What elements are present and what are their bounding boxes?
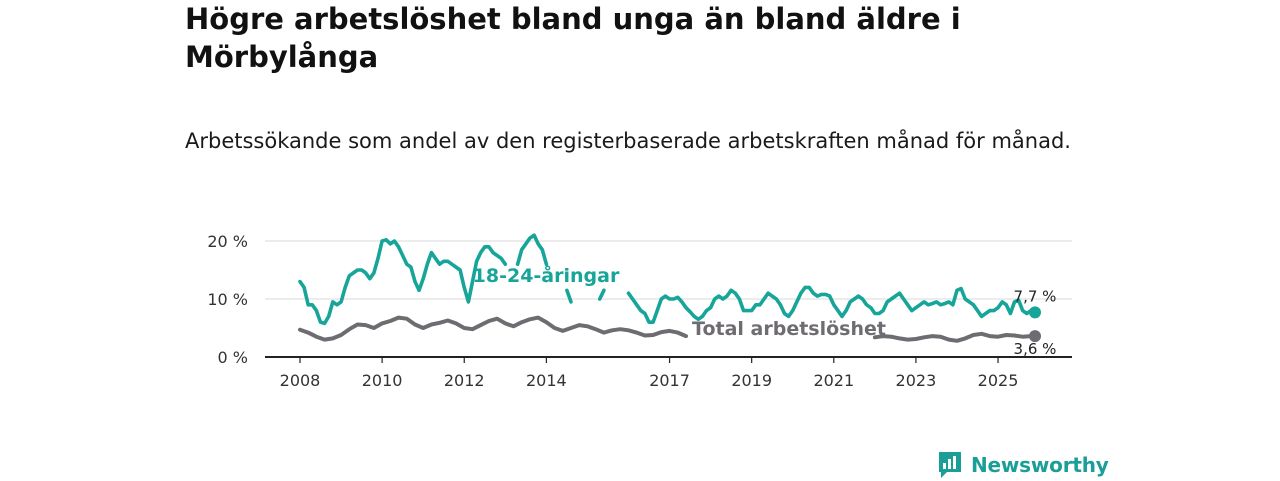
series-line-total xyxy=(872,331,1033,343)
series-line-youth xyxy=(298,238,508,326)
y-tick-label: 10 % xyxy=(207,290,248,309)
series-label-youth: 18-24-åringar xyxy=(473,263,620,287)
series-line-youth xyxy=(597,288,606,301)
y-tick-label: 20 % xyxy=(207,232,248,251)
x-tick-label: 2023 xyxy=(896,371,937,390)
series-line-youth xyxy=(515,233,549,266)
chart-title: Högre arbetslöshet bland unga än bland ä… xyxy=(185,2,961,74)
x-tick-label: 2025 xyxy=(978,371,1019,390)
x-tick-label: 2010 xyxy=(362,371,403,390)
series-layer xyxy=(298,233,1041,343)
x-tick-label: 2019 xyxy=(731,371,772,390)
newsworthy-logo-icon xyxy=(939,452,961,478)
end-label-total: 3,6 % xyxy=(1014,340,1057,358)
chart-subtitle: Arbetssökande som andel av den registerb… xyxy=(185,129,1071,153)
series-line-youth xyxy=(565,288,573,304)
end-dot-total xyxy=(1029,330,1041,343)
newsworthy-logo-text: Newsworthy xyxy=(971,453,1109,477)
y-tick-label: 0 % xyxy=(218,348,248,367)
x-tick-label: 2021 xyxy=(813,371,854,390)
x-tick-label: 2014 xyxy=(526,371,567,390)
newsworthy-logo: Newsworthy xyxy=(937,449,1109,481)
end-dot-youth xyxy=(1029,306,1041,319)
label-layer: 7,7 % 3,6 % 18-24-åringar Total arbetslöshe… xyxy=(473,263,1057,358)
x-tick-label: 2008 xyxy=(280,371,321,390)
series-label-total: Total arbetslöshet xyxy=(692,318,886,340)
series-line-total xyxy=(298,315,688,342)
x-tick-label: 2017 xyxy=(649,371,690,390)
series-line-youth xyxy=(626,285,1037,324)
x-tick-label: 2012 xyxy=(444,371,485,390)
end-label-youth: 7,7 % xyxy=(1014,287,1057,305)
